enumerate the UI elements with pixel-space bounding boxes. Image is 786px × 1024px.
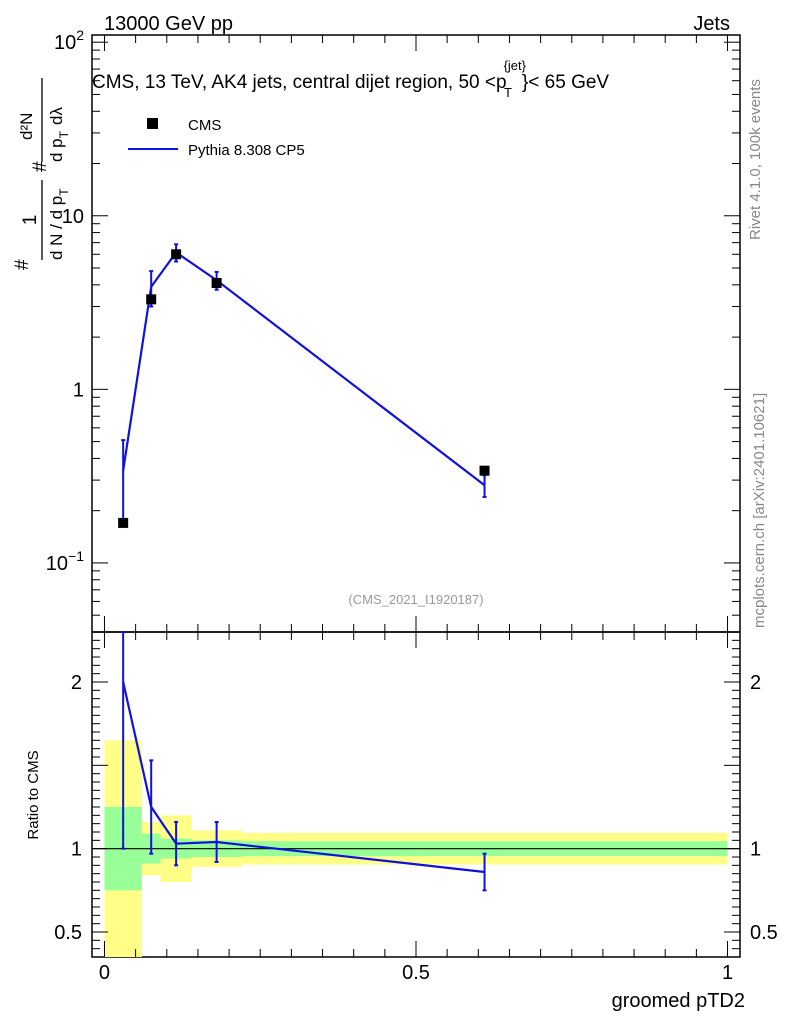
pythia-series	[121, 243, 487, 524]
ratio-tick-label-right-0: 0.5	[750, 922, 778, 944]
analysis-watermark: (CMS_2021_I1920187)	[348, 592, 483, 607]
ratio-tick-label-left-1: 1	[71, 839, 82, 861]
y-label-den-text: d N / d p	[47, 196, 66, 260]
y-tick-label-0: 10−1	[46, 548, 84, 575]
cms-point	[211, 277, 222, 288]
ratio-axis-label: Ratio to CMS	[25, 750, 42, 839]
ratio-tick-label-right-1: 1	[750, 839, 761, 861]
y-label-dpt: d p	[47, 138, 66, 162]
header-jets-label: Jets	[693, 13, 730, 35]
y-label-hash2: #	[30, 161, 51, 172]
y-tick-base: 1	[73, 379, 84, 401]
header-energy-label: 13000 GeV pp	[104, 13, 233, 35]
cms-point	[146, 294, 157, 305]
legend-pythia-label: Pythia 8.308 CP5	[188, 142, 305, 159]
ratio-tick-label-right-2: 2	[750, 672, 761, 694]
legend-cms-marker	[147, 118, 158, 129]
ratio-tick-labels: 0.5 0.5 1 1 2 2	[54, 672, 778, 944]
cms-point	[171, 249, 182, 260]
chart-title: CMS, 13 TeV, AK4 jets, central dijet reg…	[92, 58, 609, 100]
chart-title-sub: T	[504, 85, 512, 100]
y-label-denominator: d N / d pT	[47, 188, 71, 260]
x-tick-labels: 0 0.5 1	[99, 962, 733, 984]
y-label-d2n: d²N	[17, 113, 36, 140]
y-tick-exp: 2	[76, 27, 84, 43]
rivet-version-label: Rivet 4.1.0, 100k events	[747, 79, 764, 240]
axis-ticks	[92, 35, 740, 957]
y-tick-exp: −1	[68, 548, 84, 564]
ratio-tick-label-left-0: 0.5	[54, 922, 82, 944]
chart-title-suffix: }< 65 GeV	[522, 72, 609, 93]
y-tick-label-3: 102	[54, 27, 84, 54]
x-tick-label-1: 0.5	[402, 962, 430, 984]
y-label-dpt-sub: T	[57, 130, 71, 138]
cms-point	[118, 517, 129, 528]
y-tick-label-2: 10	[62, 206, 84, 228]
y-label-dpt-group: d pTdλ	[47, 107, 71, 162]
y-label-one: 1	[20, 215, 41, 226]
y-label-hash1: #	[12, 259, 33, 270]
x-axis-label: groomed pTD2	[612, 990, 745, 1012]
x-tick-label-0: 0	[99, 962, 110, 984]
x-tick-label-2: 1	[722, 962, 733, 984]
cms-series	[118, 249, 490, 528]
y-tick-label-1: 1	[73, 379, 84, 401]
y-axis-label: # 1 d N / d pT # d²N d pTdλ	[12, 78, 71, 270]
legend-cms-label: CMS	[188, 117, 221, 134]
y-tick-base: 10	[54, 32, 76, 54]
y-tick-base: 10	[62, 206, 84, 228]
y-label-dlambda: dλ	[47, 107, 66, 125]
chart-title-prefix: CMS, 13 TeV, AK4 jets, central dijet reg…	[92, 72, 507, 93]
ratio-series	[121, 631, 487, 892]
ratio-tick-label-left-2: 2	[71, 672, 82, 694]
chart-title-sup: {jet}	[504, 58, 527, 73]
y-tick-base: 10	[46, 553, 68, 575]
pythia-line	[122, 250, 486, 487]
ratio-frame	[91, 631, 741, 958]
mcplots-label: mcplots.cern.ch [arXiv:2401.10621]	[751, 393, 768, 628]
cms-point	[479, 465, 490, 476]
y-label-den-sub: T	[57, 188, 71, 196]
